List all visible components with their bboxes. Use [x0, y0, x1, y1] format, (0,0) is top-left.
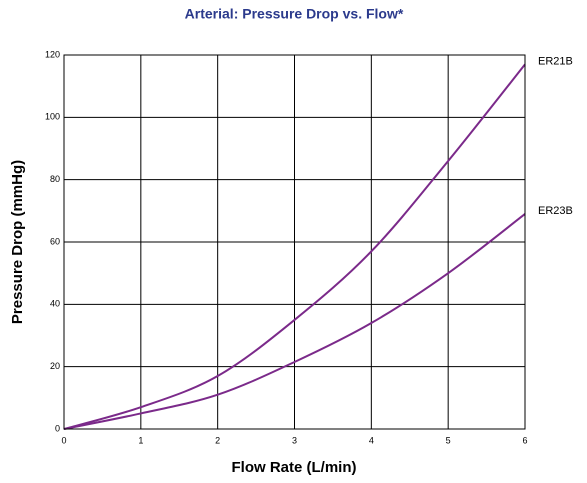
y-tick-label: 100: [45, 112, 60, 122]
y-tick-label: 40: [50, 299, 60, 309]
x-tick-label: 0: [61, 435, 66, 445]
x-tick-label: 2: [215, 435, 220, 445]
y-tick-label: 60: [50, 236, 60, 246]
x-tick-label: 5: [446, 435, 451, 445]
series-line: [63, 63, 526, 430]
chart-title: Arterial: Pressure Drop vs. Flow*: [185, 6, 404, 22]
x-tick-label: 1: [138, 435, 143, 445]
plot-border: [63, 54, 526, 430]
x-tick-label: 6: [522, 435, 527, 445]
y-tick-label: 80: [50, 174, 60, 184]
x-tick-label: 4: [369, 435, 374, 445]
series-label: ER23B: [538, 205, 573, 217]
y-tick-label: 120: [45, 49, 60, 59]
x-tick-label: 3: [292, 435, 297, 445]
x-axis-label: Flow Rate (L/min): [232, 459, 357, 476]
y-axis-label: Pressure Drop (mmHg): [9, 160, 26, 324]
series-label: ER21B: [538, 55, 573, 67]
series-line: [63, 213, 526, 430]
y-tick-label: 0: [55, 423, 60, 433]
y-tick-label: 20: [50, 361, 60, 371]
